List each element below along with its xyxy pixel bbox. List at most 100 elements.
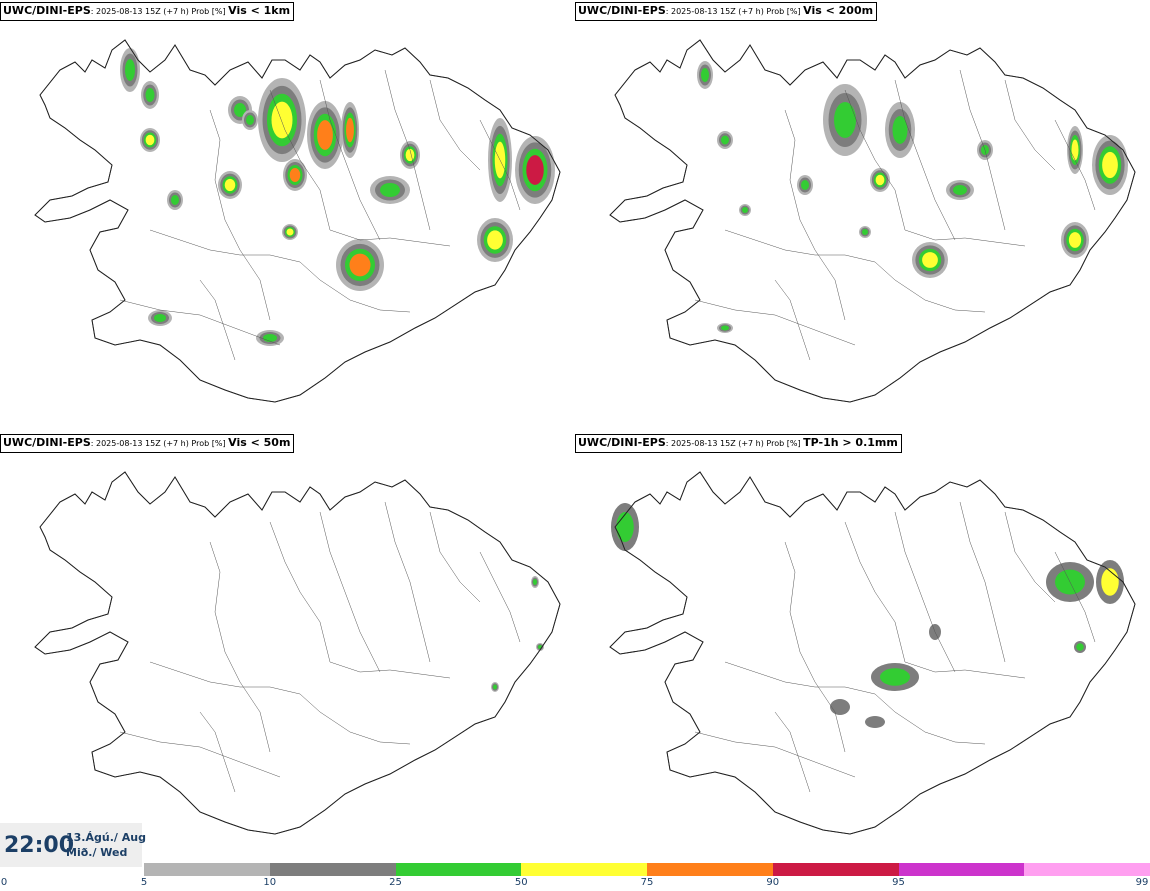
legend-segment [772, 863, 899, 876]
river-boundary-line [1004, 79, 1056, 171]
map-panel-vis-50m: UWC/DINI-EPS: 2025-08-13 15Z (+7 h) Prob… [0, 432, 575, 862]
probability-area [171, 195, 179, 205]
legend-tick-label: 10 [263, 877, 277, 888]
river-boundary-line [384, 501, 431, 663]
river-boundary-line [694, 299, 856, 346]
river-boundary-line [1054, 119, 1096, 211]
legend-segment [521, 863, 647, 876]
probability-area [742, 207, 748, 213]
river-boundary-line [329, 229, 451, 247]
legend-tick-label: 99 [1135, 877, 1149, 888]
river-boundary-line [199, 279, 236, 361]
probability-area [286, 228, 294, 236]
map-panel-vis-200m: UWC/DINI-EPS: 2025-08-13 15Z (+7 h) Prob… [575, 0, 1150, 430]
river-boundary-line [724, 661, 876, 695]
iceland-map [34, 39, 561, 403]
river-boundary-line [209, 109, 271, 321]
probability-area [234, 103, 246, 117]
probability-area [1071, 139, 1079, 161]
legend-tick-label: 50 [514, 877, 528, 888]
legend-tick-label: 0 [0, 877, 8, 888]
river-boundary-line [209, 541, 271, 753]
probability-area [380, 183, 400, 197]
river-boundary-line [119, 731, 281, 778]
legend-segment [898, 863, 1025, 876]
legend-tick-label: 90 [766, 877, 780, 888]
probability-area [830, 699, 850, 715]
probability-area [616, 512, 634, 542]
probability-area [145, 88, 155, 102]
river-boundary-line [479, 119, 521, 211]
iceland-map [609, 471, 1136, 835]
probability-area [317, 120, 333, 150]
river-boundary-line [894, 511, 956, 673]
river-boundary-line [894, 79, 956, 241]
legend-tick-label: 75 [640, 877, 654, 888]
probability-area [533, 579, 537, 585]
probability-area [289, 168, 301, 182]
river-boundary-line [479, 551, 521, 643]
map-panel-vis-1km: UWC/DINI-EPS: 2025-08-13 15Z (+7 h) Prob… [0, 0, 575, 430]
probability-area [862, 229, 868, 235]
iceland-coastline-outline [34, 39, 561, 403]
river-boundary-line [149, 229, 301, 263]
river-boundary-line [319, 511, 381, 673]
river-boundary-line [774, 711, 811, 793]
iceland-coastline [34, 471, 561, 835]
valid-date-line2: Mið./ Wed [66, 846, 128, 859]
probability-area [801, 180, 809, 190]
probability-area [1076, 643, 1084, 651]
iceland-coastline [609, 471, 1136, 835]
river-boundary-line [1004, 511, 1056, 603]
probability-area [721, 135, 729, 145]
river-boundary-line [904, 229, 1026, 247]
river-boundary-line [329, 661, 451, 679]
probability-area [526, 155, 544, 185]
probability-area [721, 325, 729, 331]
color-legend-bar [144, 863, 1150, 876]
probability-area [953, 185, 967, 195]
river-boundary-line [149, 661, 301, 695]
river-boundary-line [694, 731, 856, 778]
legend-tick-label: 5 [140, 877, 148, 888]
probability-area [346, 117, 354, 143]
river-boundary-line [959, 69, 1006, 231]
probability-area [487, 230, 503, 250]
legend-segment [647, 863, 773, 876]
legend-segment [144, 863, 270, 876]
river-boundary-line [844, 521, 906, 663]
river-boundary-line [724, 229, 876, 263]
river-boundary-line [384, 69, 431, 231]
legend-segment [269, 863, 396, 876]
iceland-coastline-outline [34, 471, 561, 835]
probability-area [1068, 232, 1082, 248]
iceland-map [609, 39, 1136, 403]
valid-time-box: 22:00 13.Ágú./ Aug Mið./ Wed [0, 823, 146, 867]
legend-tick-label: 25 [389, 877, 402, 888]
river-boundary-line [429, 79, 481, 171]
probability-area [349, 253, 371, 277]
probability-area [1102, 151, 1118, 179]
probability-area [701, 68, 709, 82]
river-boundary-line [299, 261, 411, 313]
iceland-map [34, 471, 561, 835]
legend-segment [1024, 863, 1150, 876]
river-boundary-line [844, 89, 906, 231]
probability-area [834, 102, 856, 138]
probability-area [1101, 568, 1119, 596]
probability-area [892, 116, 908, 144]
probability-area [493, 684, 497, 690]
river-boundary-line [199, 711, 236, 793]
panel-title: UWC/DINI-EPS: 2025-08-13 15Z (+7 h) Prob… [575, 2, 878, 21]
probability-area [145, 134, 155, 146]
river-boundary-line [269, 521, 331, 663]
map-panel-precip: UWC/DINI-EPS: 2025-08-13 15Z (+7 h) Prob… [575, 432, 1150, 862]
panel-title: UWC/DINI-EPS: 2025-08-13 15Z (+7 h) Prob… [0, 434, 295, 453]
river-boundary-line [774, 279, 811, 361]
river-boundary-line [319, 79, 381, 241]
probability-area [125, 59, 135, 81]
iceland-coastline-outline [609, 471, 1136, 835]
river-boundary-line [959, 501, 1006, 663]
river-boundary-line [874, 261, 986, 313]
valid-date-line1: 13.Ágú./ Aug [66, 831, 146, 844]
